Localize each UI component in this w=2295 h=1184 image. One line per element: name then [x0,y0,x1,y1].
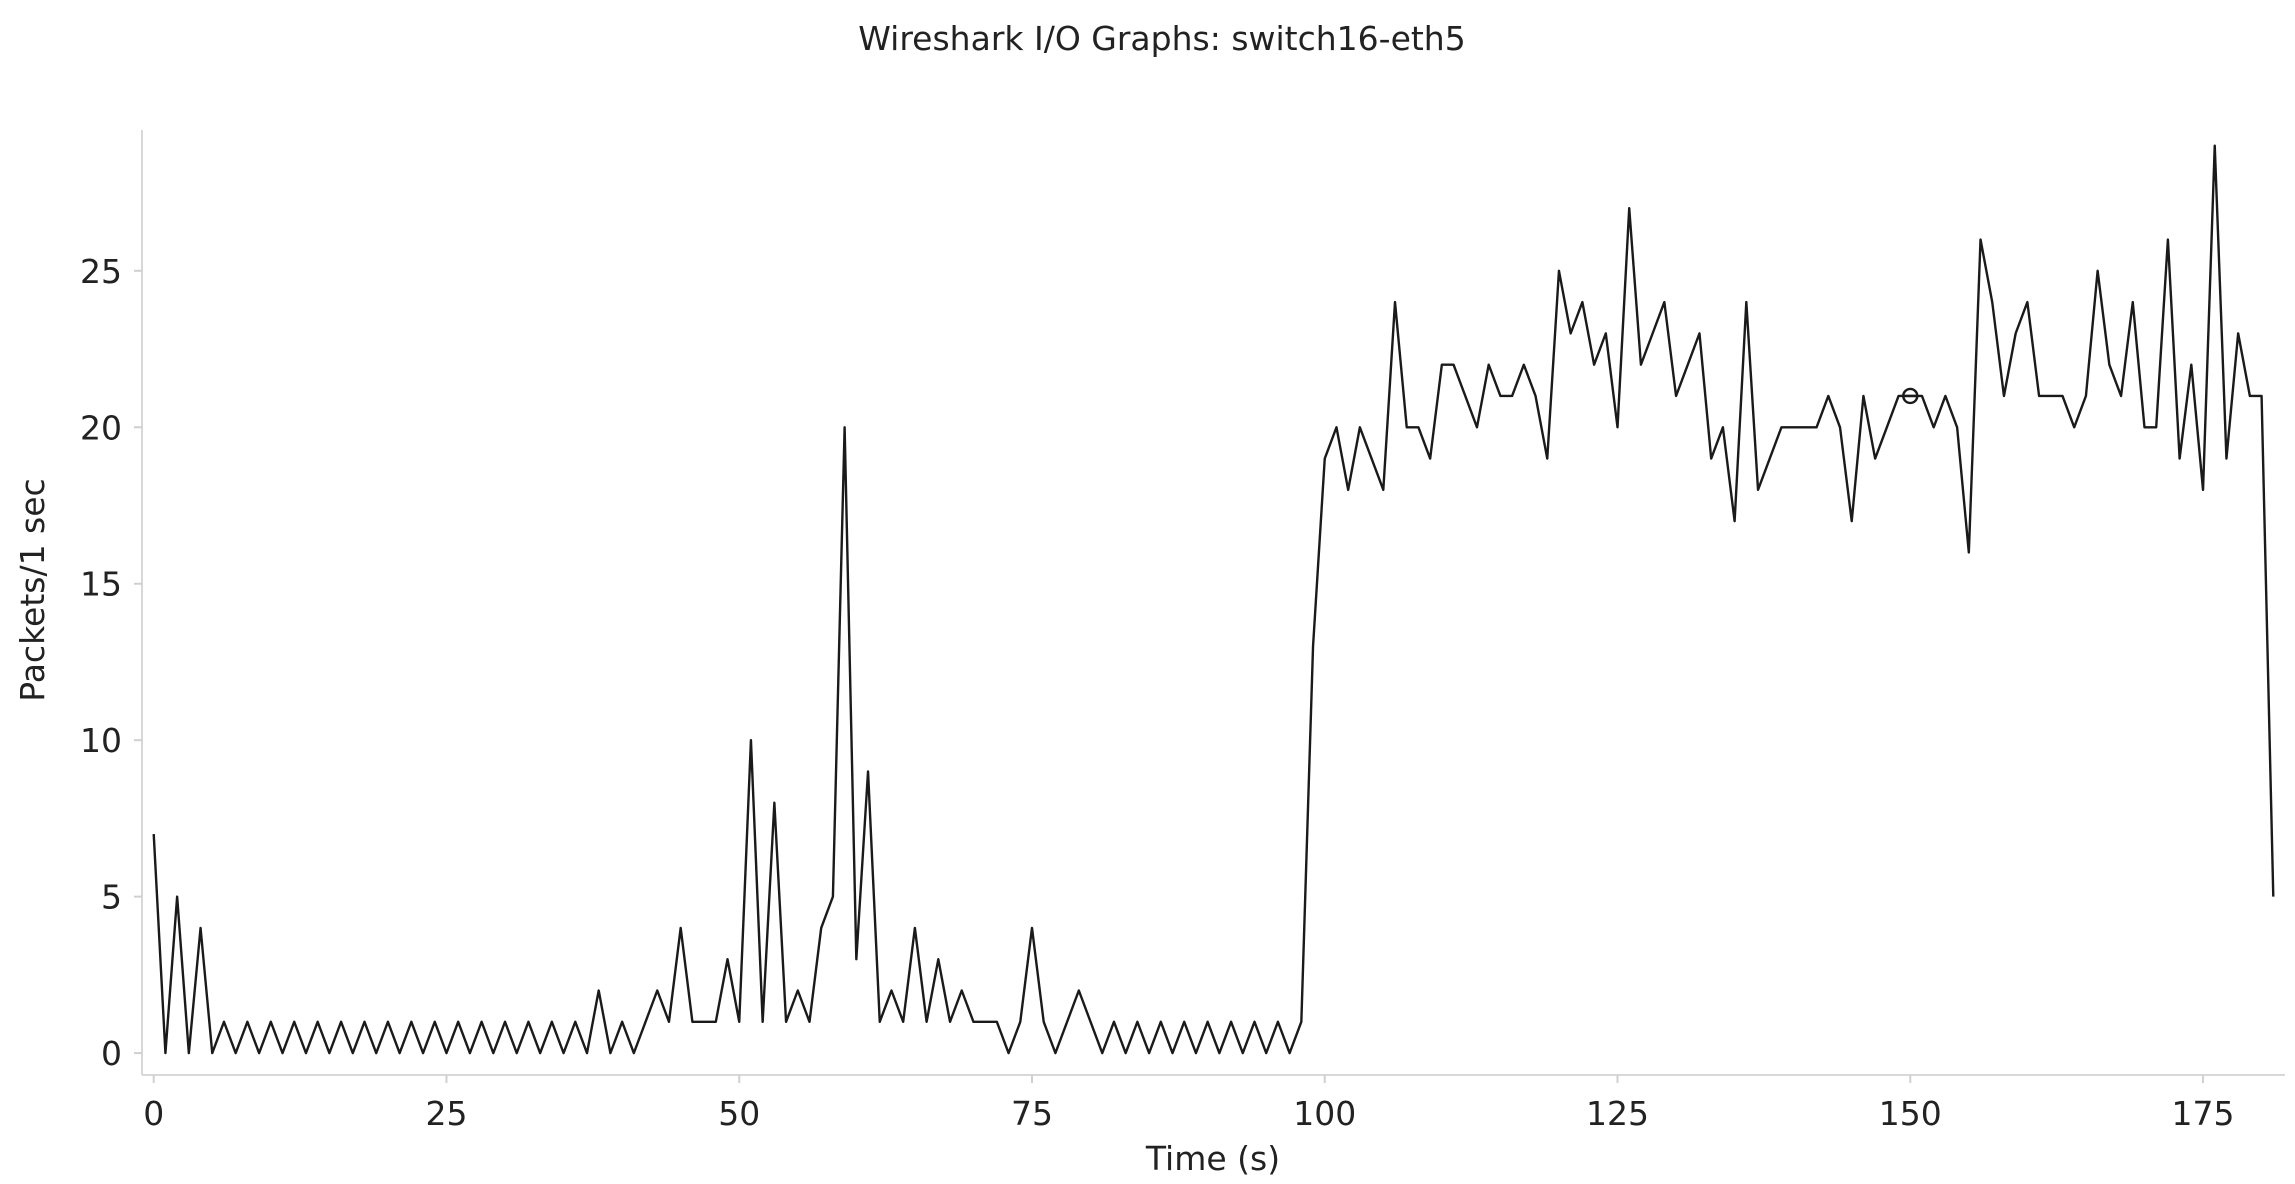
x-tick-label: 100 [1293,1094,1356,1133]
y-tick-label: 25 [80,252,122,291]
x-axis-label: Time (s) [1145,1139,1280,1178]
y-tick-label: 15 [80,565,122,604]
axes [141,130,2285,1076]
x-tick-label: 150 [1879,1094,1942,1133]
x-tick-label: 25 [425,1094,467,1133]
y-tick-label: 20 [80,408,122,447]
series-group [152,144,2275,1055]
y-tick-label: 10 [80,721,122,760]
x-tick-label: 175 [2172,1094,2235,1133]
y-ticks: 0 5 10 15 20 25 [80,252,142,1073]
chart-title: Wireshark I/O Graphs: switch16-eth5 [858,19,1465,58]
x-tick-label: 0 [143,1094,164,1133]
y-tick-label: 5 [101,878,122,917]
x-ticks: 0 25 50 75 100 125 150 175 [143,1075,2235,1133]
x-tick-label: 125 [1586,1094,1649,1133]
y-tick-label: 0 [101,1034,122,1073]
x-tick-label: 75 [1011,1094,1053,1133]
x-tick-label: 50 [718,1094,760,1133]
y-axis-label: Packets/1 sec [13,478,52,701]
series-line-0 [152,144,2275,1055]
